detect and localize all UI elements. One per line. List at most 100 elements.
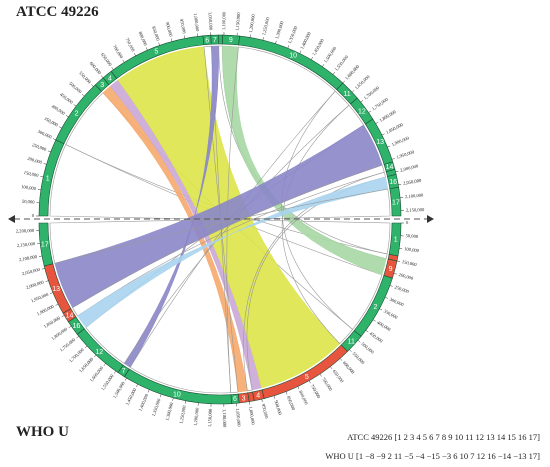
tick-label: 1,500,000 (112, 380, 127, 399)
block-label: 9 (389, 266, 393, 273)
tick-mark (147, 389, 150, 393)
tick-label: 550,000 (77, 70, 92, 85)
tick-label: 800,000 (137, 31, 149, 48)
tick-mark (287, 45, 290, 49)
block-label: 2 (374, 304, 378, 311)
tick-label: 2,050,000 (21, 267, 41, 278)
tick-mark (103, 363, 106, 366)
block-label: 6 (233, 396, 237, 403)
tick-mark (158, 42, 160, 46)
tick-label: 2,150,000 (17, 241, 37, 249)
tick-label: 300,000 (36, 129, 53, 141)
block-label: 4 (108, 75, 112, 82)
block-label: 12 (95, 349, 103, 356)
tick-mark (84, 345, 88, 349)
tick-label: 1,650,000 (78, 356, 95, 374)
tick-mark (184, 400, 187, 404)
tick-mark (52, 138, 56, 141)
tick-mark (308, 380, 311, 384)
block-label: 3 (100, 82, 104, 89)
tick-mark (389, 285, 393, 287)
tick-mark (73, 104, 77, 107)
tick-mark (322, 64, 325, 67)
block-label: 4 (256, 393, 260, 400)
tick-mark (40, 176, 44, 178)
block-label: 5 (305, 374, 309, 381)
block-label: 9 (229, 37, 233, 44)
tick-label: 500,000 (360, 341, 376, 356)
tick-label: 2,150,000 (406, 207, 425, 214)
tick-mark (58, 126, 62, 129)
tick-label: 350,000 (382, 308, 399, 321)
block-label: 14 (386, 164, 394, 171)
tick-label: 650,000 (99, 52, 113, 68)
tick-mark (339, 358, 343, 361)
tick-mark (76, 336, 79, 339)
tick-mark (398, 183, 402, 185)
block (123, 368, 232, 405)
tick-label: 750,000 (124, 37, 137, 54)
block-label: 14 (66, 313, 74, 320)
block-label: 2 (75, 110, 79, 117)
tick-label: 100,000 (404, 246, 420, 254)
arrow (427, 215, 434, 223)
tick-mark (171, 38, 173, 42)
tick-label: 1,150,000 (207, 408, 214, 427)
tick-label: 600,000 (88, 61, 103, 77)
tick-label: 1,700,000 (363, 85, 382, 102)
tick-label: 1,900,000 (36, 303, 56, 317)
tick-mark (43, 163, 47, 165)
tick-label: 100,000 (21, 184, 37, 192)
tick-label: 1,950,000 (30, 291, 50, 304)
tick-label: 1,850,000 (43, 315, 62, 330)
tick-label: 700,000 (320, 376, 334, 392)
tick-mark (365, 330, 369, 333)
block-label: 1 (46, 175, 50, 182)
block-label: 11 (343, 91, 350, 98)
tick-label: 1,950,000 (396, 149, 416, 161)
tick-label: 1,400,000 (137, 392, 150, 412)
tick-label: 1,000,000 (192, 13, 200, 33)
block-label: 6 (205, 37, 209, 44)
tick-mark (145, 47, 148, 51)
tick-label: 1,450,000 (124, 387, 138, 407)
link (77, 176, 389, 328)
tick-label: 300,000 (388, 297, 405, 309)
arrow (8, 215, 15, 223)
tick-mark (319, 373, 322, 377)
block-label: 16 (72, 323, 80, 330)
block-label: 11 (348, 338, 355, 345)
tick-label: 200,000 (27, 156, 44, 166)
tick-label: 700,000 (111, 44, 124, 60)
tick-label: 1,800,000 (50, 326, 69, 342)
tick-label: 2,000,000 (25, 279, 45, 291)
block (38, 222, 54, 267)
tick-label: 2,050,000 (403, 178, 423, 187)
tick-label: 550,000 (351, 351, 366, 366)
tick-mark (349, 349, 352, 352)
tick-mark (384, 297, 388, 299)
block (218, 34, 223, 45)
tick-mark (261, 399, 263, 403)
tick-label: 250,000 (31, 142, 48, 153)
tick-label: 1,500,000 (323, 45, 339, 64)
tick-mark (39, 255, 43, 257)
tick-label: 2,100,000 (19, 254, 39, 263)
tick-label: 1,400,000 (299, 31, 313, 51)
tick-label: 200,000 (398, 272, 415, 282)
tick-label: 1,600,000 (344, 63, 361, 81)
tick-mark (45, 280, 49, 282)
tick-label: 150,000 (23, 170, 40, 179)
tick-mark (395, 170, 399, 173)
legend-line: WHO U [1 −8 −9 2 11 −5 −4 −15 −3 6 10 7 … (325, 451, 540, 461)
tick-label: 150,000 (401, 259, 418, 268)
tick-label: 1,200,000 (193, 407, 201, 427)
tick-label: 1,750,000 (371, 96, 390, 112)
tick-label: 1,250,000 (178, 404, 187, 424)
tick-mark (330, 366, 333, 370)
tick-label: 1,650,000 (354, 74, 372, 91)
tick-label: 1,200,000 (248, 13, 257, 33)
tick-mark (50, 292, 53, 294)
tick-label: 0 (406, 220, 409, 225)
